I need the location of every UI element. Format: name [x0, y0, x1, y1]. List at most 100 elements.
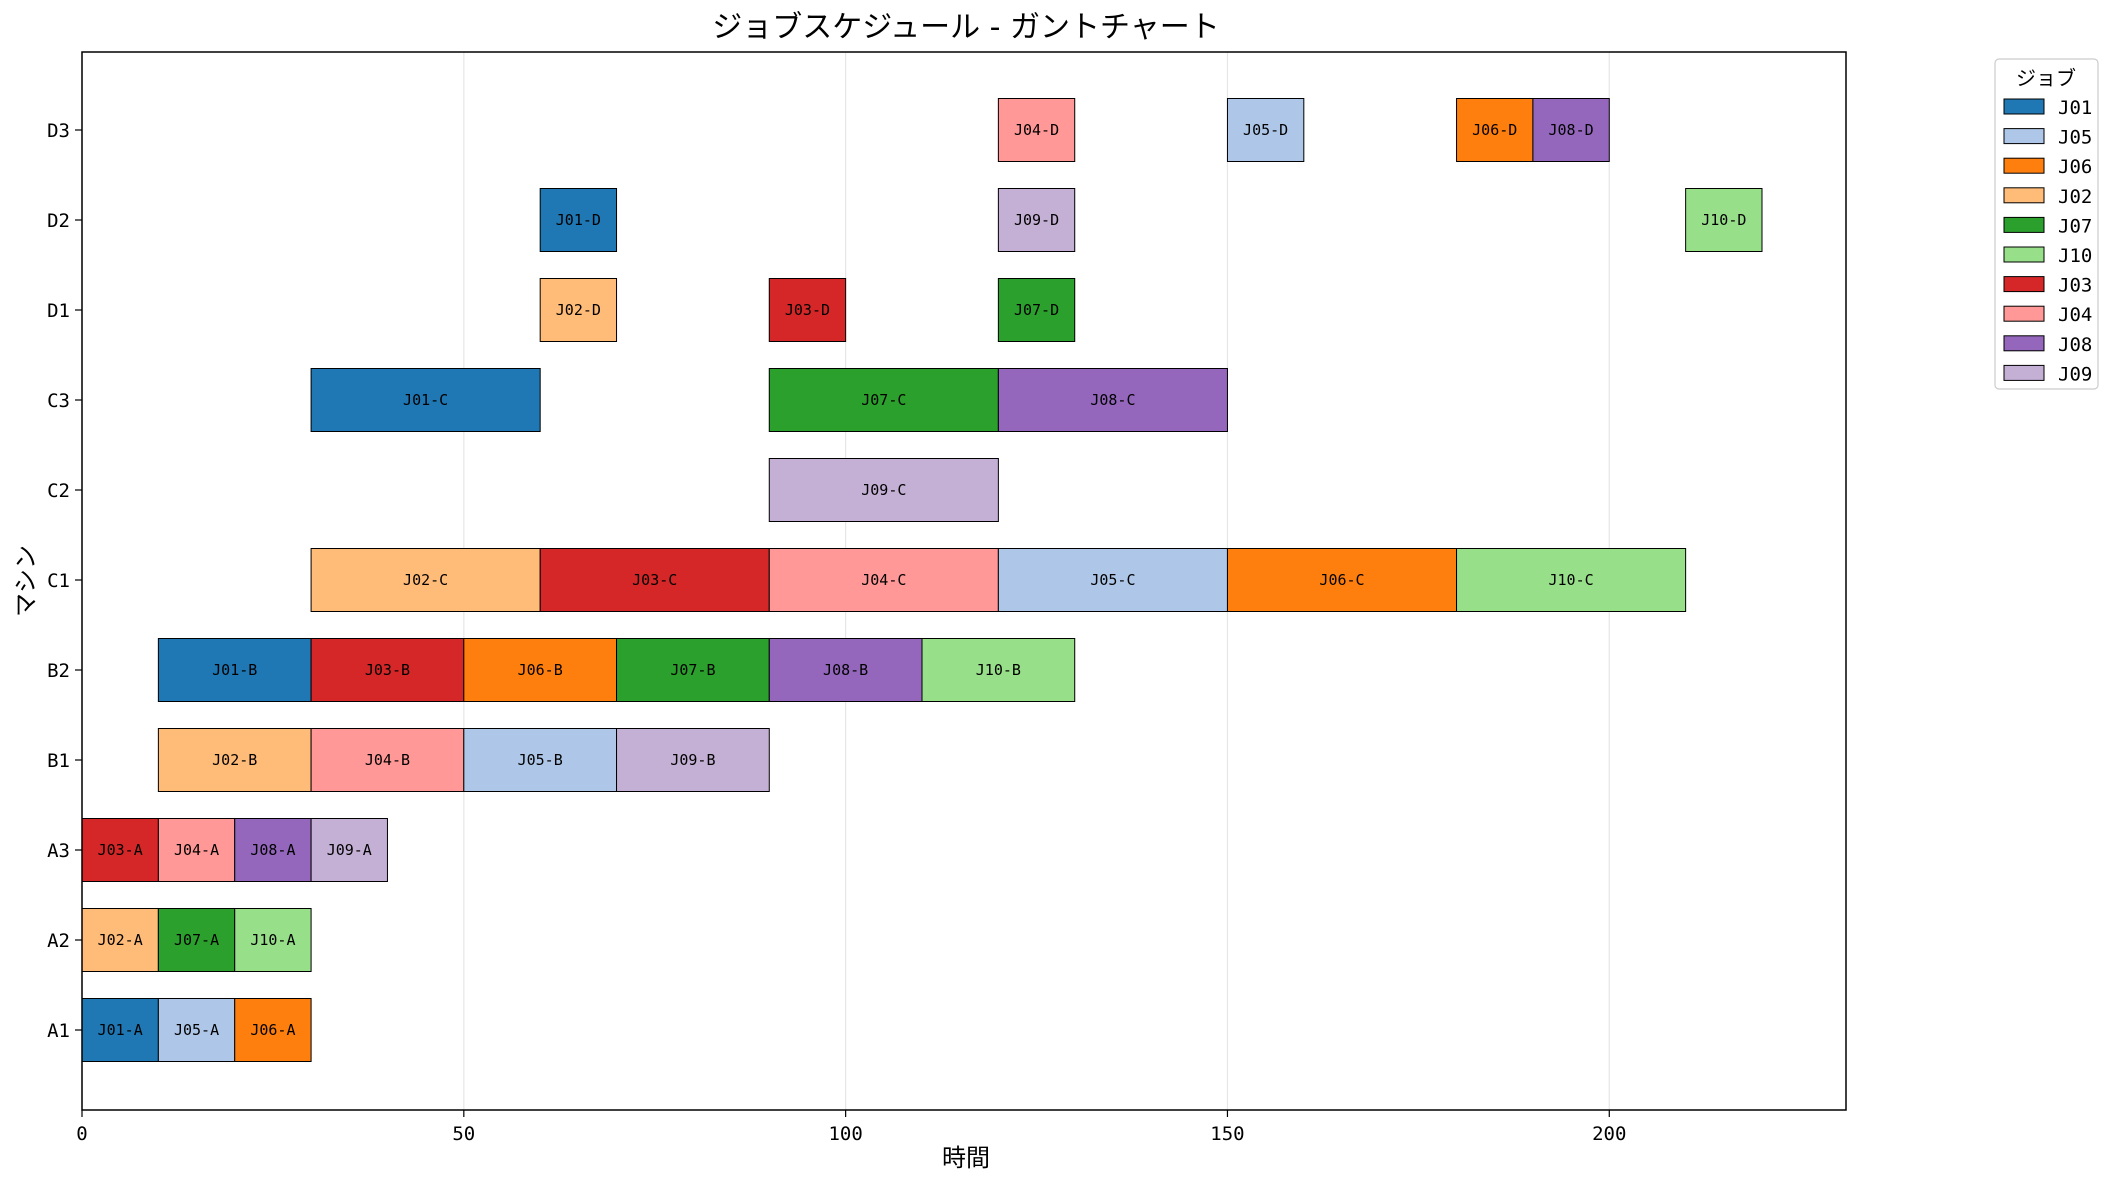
bar-label: J04-A — [174, 841, 219, 859]
plot-frame — [81, 51, 1847, 1111]
bar-label: J09-C — [861, 481, 906, 499]
legend: ジョブ J01 J05 J06 J02 J07 J10 J03 J04 J08 J09 — [1994, 58, 2099, 390]
bar-label: J06-A — [250, 1021, 295, 1039]
gantt-bar: J10-B — [921, 638, 1076, 702]
bar-rect — [463, 638, 618, 702]
legend-label: J08 — [2058, 334, 2092, 356]
legend-swatch — [2003, 187, 2045, 204]
bar-label: J03-A — [98, 841, 143, 859]
bar-rect — [997, 548, 1228, 612]
gantt-bar: J10-C — [1456, 548, 1687, 612]
gantt-bar: J03-A — [81, 818, 159, 882]
x-axis-ticks: 0 50 100 150 200 — [76, 1110, 1626, 1145]
legend-swatch — [2003, 305, 2045, 322]
bar-rect — [768, 278, 847, 342]
bar-label: J09-D — [1014, 211, 1059, 229]
bar-rect — [1456, 98, 1534, 162]
bar-label: J04-C — [861, 571, 906, 589]
gantt-bar: J05-C — [997, 548, 1228, 612]
gantt-bar: J08-A — [234, 818, 312, 882]
bar-label: J08-B — [823, 661, 868, 679]
legend-label: J02 — [2058, 186, 2092, 208]
gantt-bar: J03-D — [768, 278, 847, 342]
bar-rect — [539, 188, 618, 252]
bar-label: J05-C — [1090, 571, 1135, 589]
gantt-bar: J04-C — [768, 548, 999, 612]
y-axis-ticks: A1 A2 A3 B1 B2 C1 C2 C3 D1 D2 D3 — [47, 120, 82, 1042]
bar-label: J07-C — [861, 391, 906, 409]
gantt-bar: J01-A — [81, 998, 159, 1062]
gantt-bar: J06-D — [1456, 98, 1534, 162]
legend-swatch — [2003, 246, 2045, 263]
bar-rect — [997, 278, 1076, 342]
bar-label: J01-A — [98, 1021, 143, 1039]
legend-swatch — [2003, 276, 2045, 293]
legend-swatch — [2003, 98, 2045, 115]
legend-title: ジョブ — [2016, 66, 2076, 90]
bar-rect — [1226, 548, 1458, 612]
gantt-bar: J05-D — [1226, 98, 1305, 162]
bar-rect — [1532, 98, 1610, 162]
y-tick-label: A2 — [47, 930, 70, 952]
legend-item: J06 — [2003, 156, 2092, 178]
legend-item: J04 — [2003, 304, 2092, 326]
chart-title: ジョブスケジュール - ガントチャート — [712, 10, 1220, 45]
gantt-bar: J04-A — [157, 818, 236, 882]
x-tick-label: 0 — [76, 1123, 87, 1145]
bar-rect — [768, 638, 923, 702]
gantt-bar: J07-C — [768, 368, 999, 432]
bar-rect — [616, 638, 770, 702]
gantt-bar: J07-B — [616, 638, 770, 702]
x-tick-label: 100 — [828, 1123, 862, 1145]
bar-label: J02-B — [212, 751, 257, 769]
gantt-bar: J05-B — [463, 728, 618, 792]
gantt-bar: J07-A — [157, 908, 236, 972]
y-tick-label: D2 — [47, 210, 70, 232]
bar-rect — [768, 548, 999, 612]
bar-label: J05-A — [174, 1021, 219, 1039]
y-axis-label: マシン — [12, 545, 40, 617]
bar-label: J03-C — [632, 571, 677, 589]
legend-label: J07 — [2058, 215, 2092, 237]
bar-label: J10-B — [976, 661, 1021, 679]
bar-label: J04-D — [1014, 121, 1059, 139]
bar-label: J10-D — [1701, 211, 1746, 229]
legend-item: J10 — [2003, 245, 2092, 267]
bar-label: J03-B — [365, 661, 410, 679]
bar-rect — [1685, 188, 1763, 252]
bar-label: J01-C — [403, 391, 448, 409]
bar-label: J06-B — [518, 661, 563, 679]
bar-label: J06-C — [1319, 571, 1364, 589]
bar-rect — [539, 278, 618, 342]
gantt-bar: J07-D — [997, 278, 1076, 342]
legend-swatch — [2003, 157, 2045, 174]
bars-layer: J01-A J05-A J06-A J02-A J07-A J10-A J03-A J04-A… — [81, 98, 1763, 1062]
bar-rect — [310, 548, 541, 612]
gantt-bar: J09-A — [310, 818, 388, 882]
bar-rect — [81, 908, 159, 972]
legend-item: J07 — [2003, 215, 2092, 237]
gantt-bar: J01-C — [310, 368, 541, 432]
gantt-bar: J02-A — [81, 908, 159, 972]
bar-rect — [310, 638, 465, 702]
legend-label: J10 — [2058, 245, 2092, 267]
legend-item: J05 — [2003, 127, 2092, 149]
bar-label: J10-C — [1549, 571, 1594, 589]
bar-rect — [310, 368, 541, 432]
y-tick-label: A1 — [47, 1020, 70, 1042]
bar-label: J01-B — [212, 661, 257, 679]
y-tick-label: D1 — [47, 300, 70, 322]
bar-label: J08-A — [250, 841, 295, 859]
legend-item: J01 — [2003, 97, 2092, 119]
bar-rect — [157, 728, 312, 792]
bar-rect — [157, 998, 236, 1062]
bar-rect — [997, 188, 1076, 252]
legend-label: J06 — [2058, 156, 2092, 178]
gantt-bar: J02-C — [310, 548, 541, 612]
legend-swatch — [2003, 128, 2045, 145]
gantt-bar: J08-B — [768, 638, 923, 702]
bar-label: J07-B — [670, 661, 715, 679]
bar-rect — [539, 548, 770, 612]
legend-item: J09 — [2003, 363, 2092, 385]
